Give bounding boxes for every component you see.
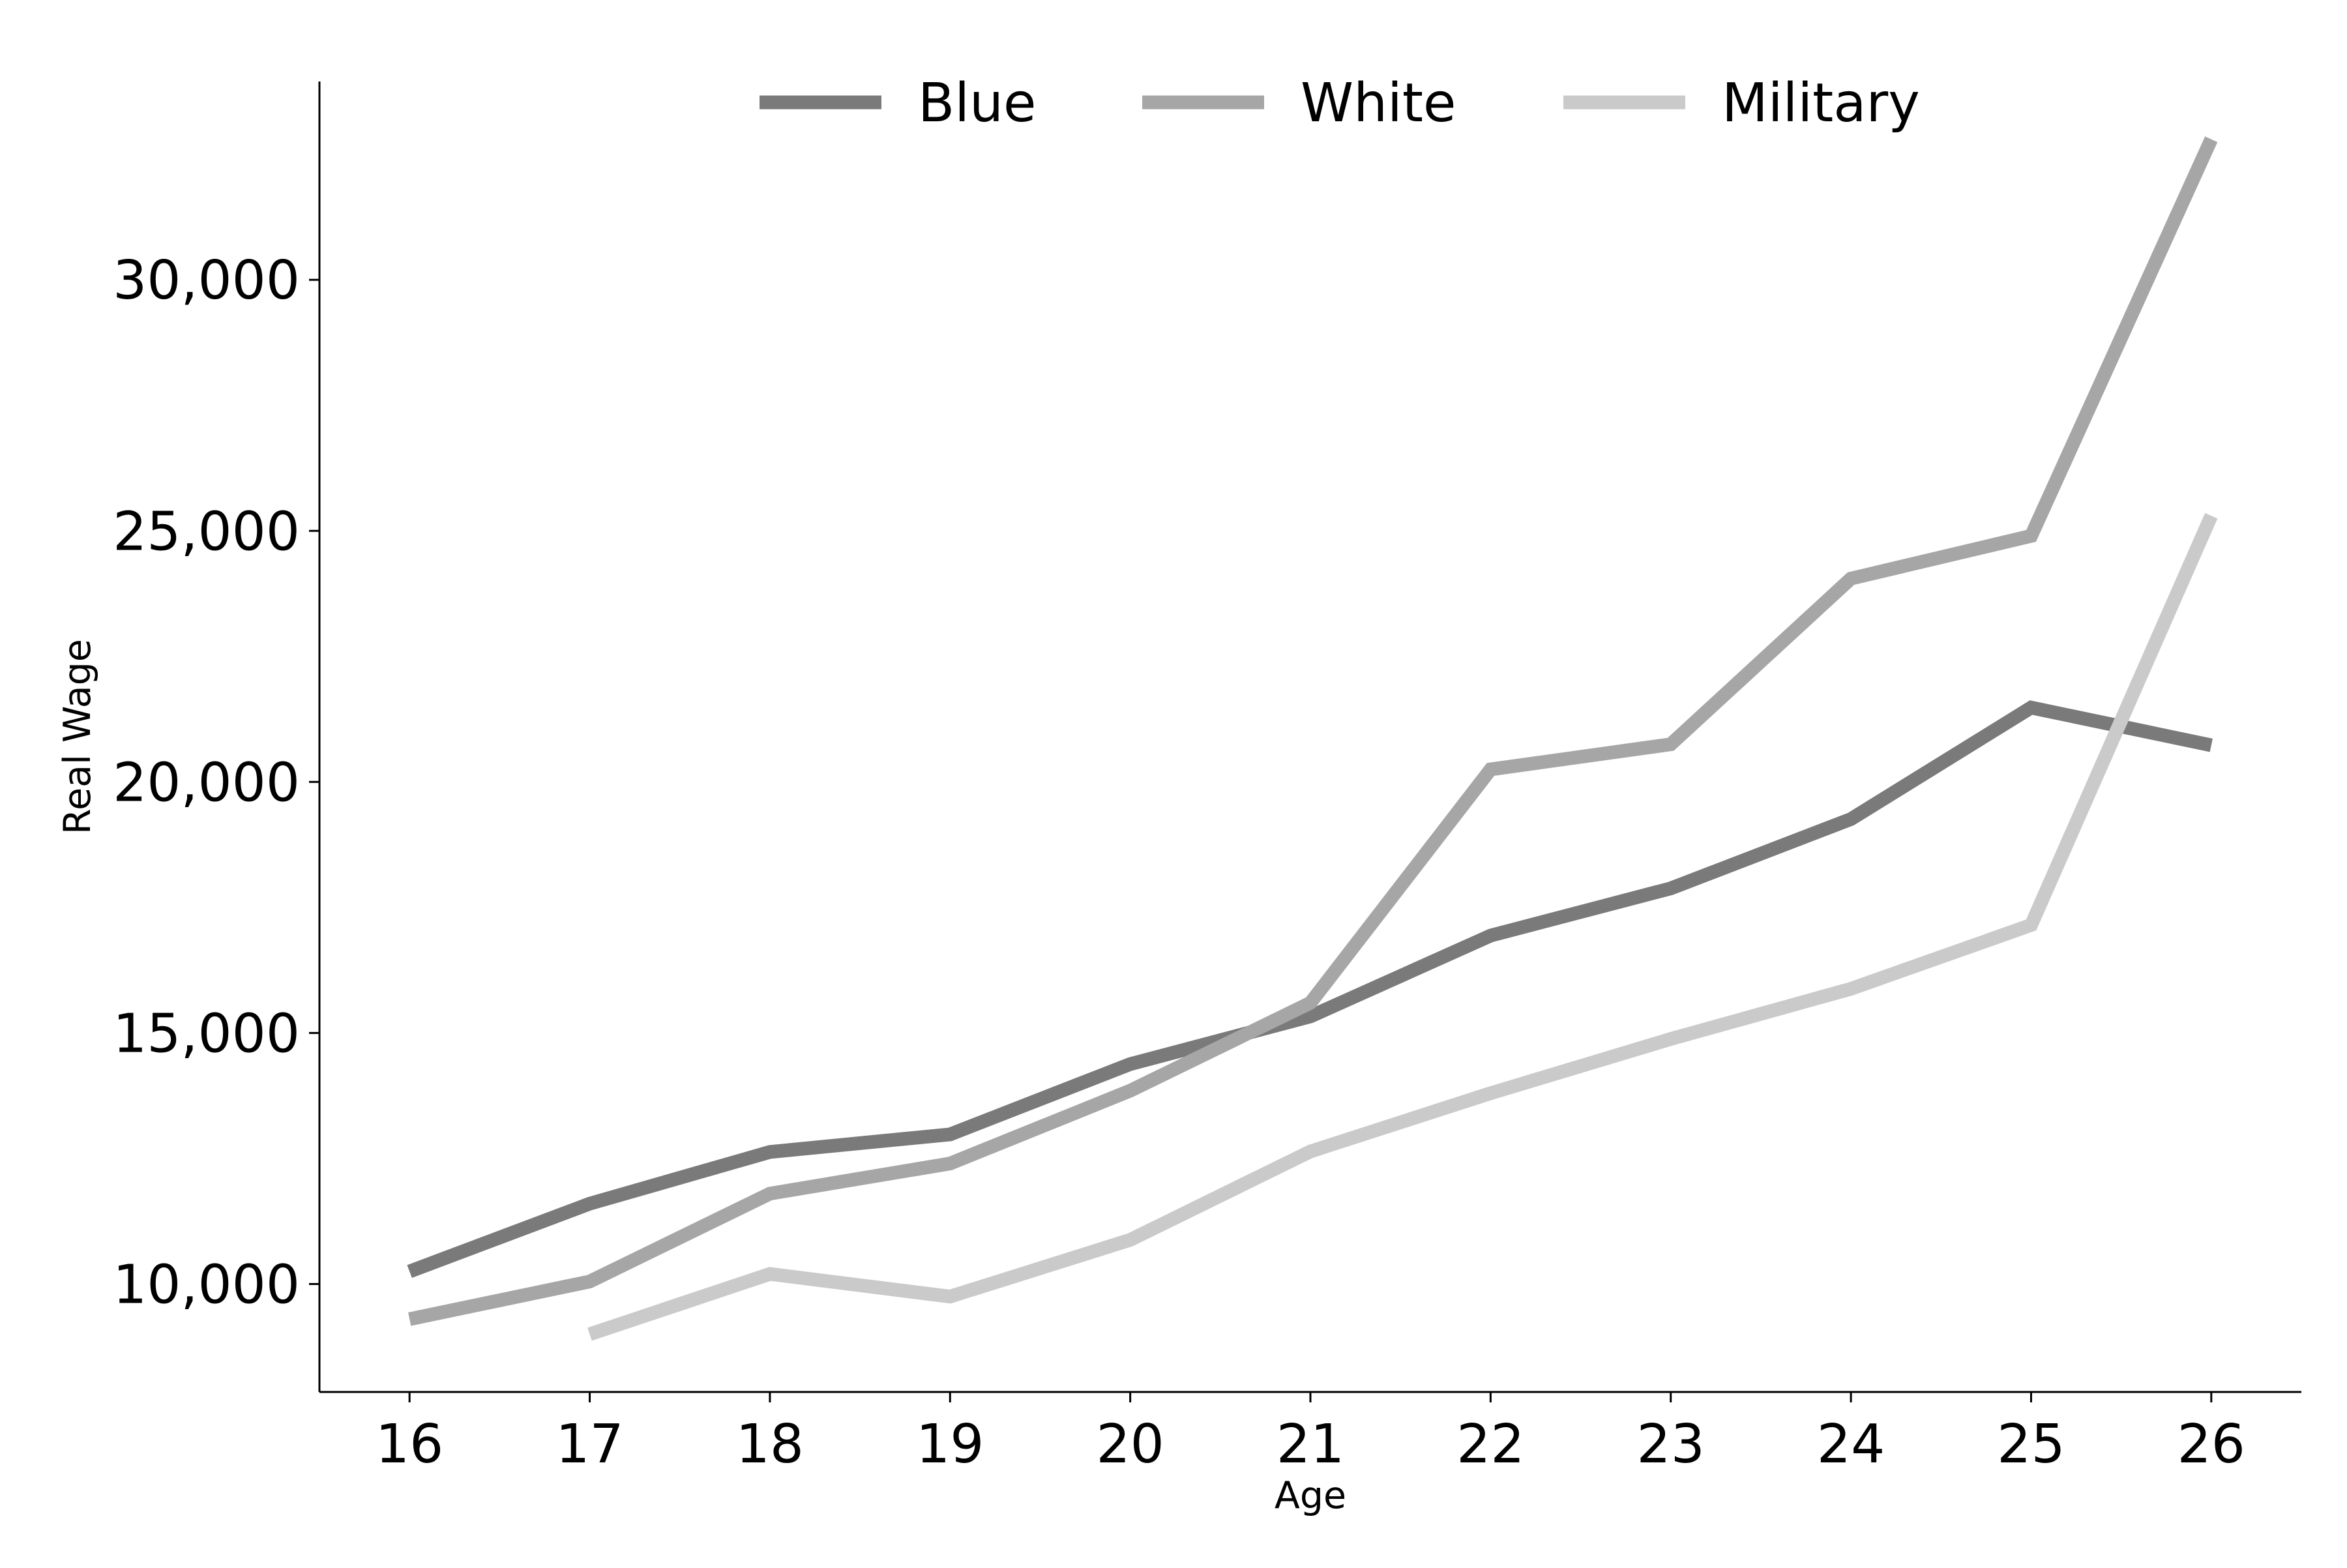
x-tick-label: 23 bbox=[1637, 1413, 1705, 1475]
legend-label: White bbox=[1301, 72, 1456, 134]
legend: Blue White Military bbox=[760, 72, 1920, 134]
x-tick-label: 18 bbox=[736, 1413, 804, 1475]
x-tick-label: 20 bbox=[1096, 1413, 1164, 1475]
y-tick-label: 15,000 bbox=[113, 1003, 300, 1065]
x-tick-label: 16 bbox=[376, 1413, 443, 1475]
axes: 16 17 18 19 20 21 22 23 24 25 26 10,000 15,000 20,000… bbox=[113, 81, 2301, 1475]
y-tick-label: 30,000 bbox=[113, 250, 300, 312]
x-tick-label: 19 bbox=[916, 1413, 984, 1475]
legend-label: Military bbox=[1722, 72, 1920, 134]
x-tick-label: 24 bbox=[1817, 1413, 1885, 1475]
x-tick-label: 21 bbox=[1277, 1413, 1344, 1475]
legend-label: Blue bbox=[918, 72, 1036, 134]
y-tick-label: 25,000 bbox=[113, 501, 300, 563]
series-line-blue bbox=[407, 700, 2213, 1279]
x-tick-label: 22 bbox=[1456, 1413, 1524, 1475]
y-tick-label: 20,000 bbox=[113, 752, 300, 814]
x-tick-label: 17 bbox=[555, 1413, 623, 1475]
series-line-military bbox=[587, 512, 2218, 1341]
legend-item-military: Military bbox=[1563, 72, 1920, 134]
y-axis-label: Real Wage bbox=[56, 639, 99, 835]
series-lines bbox=[407, 136, 2218, 1341]
series-line-white bbox=[408, 136, 2218, 1326]
legend-item-blue: Blue bbox=[760, 72, 1036, 134]
legend-item-white: White bbox=[1142, 72, 1456, 134]
x-tick-label: 25 bbox=[1997, 1413, 2065, 1475]
x-axis-label: Age bbox=[1275, 1474, 1346, 1517]
x-tick-label: 26 bbox=[2177, 1413, 2245, 1475]
y-tick-label: 10,000 bbox=[113, 1254, 300, 1316]
